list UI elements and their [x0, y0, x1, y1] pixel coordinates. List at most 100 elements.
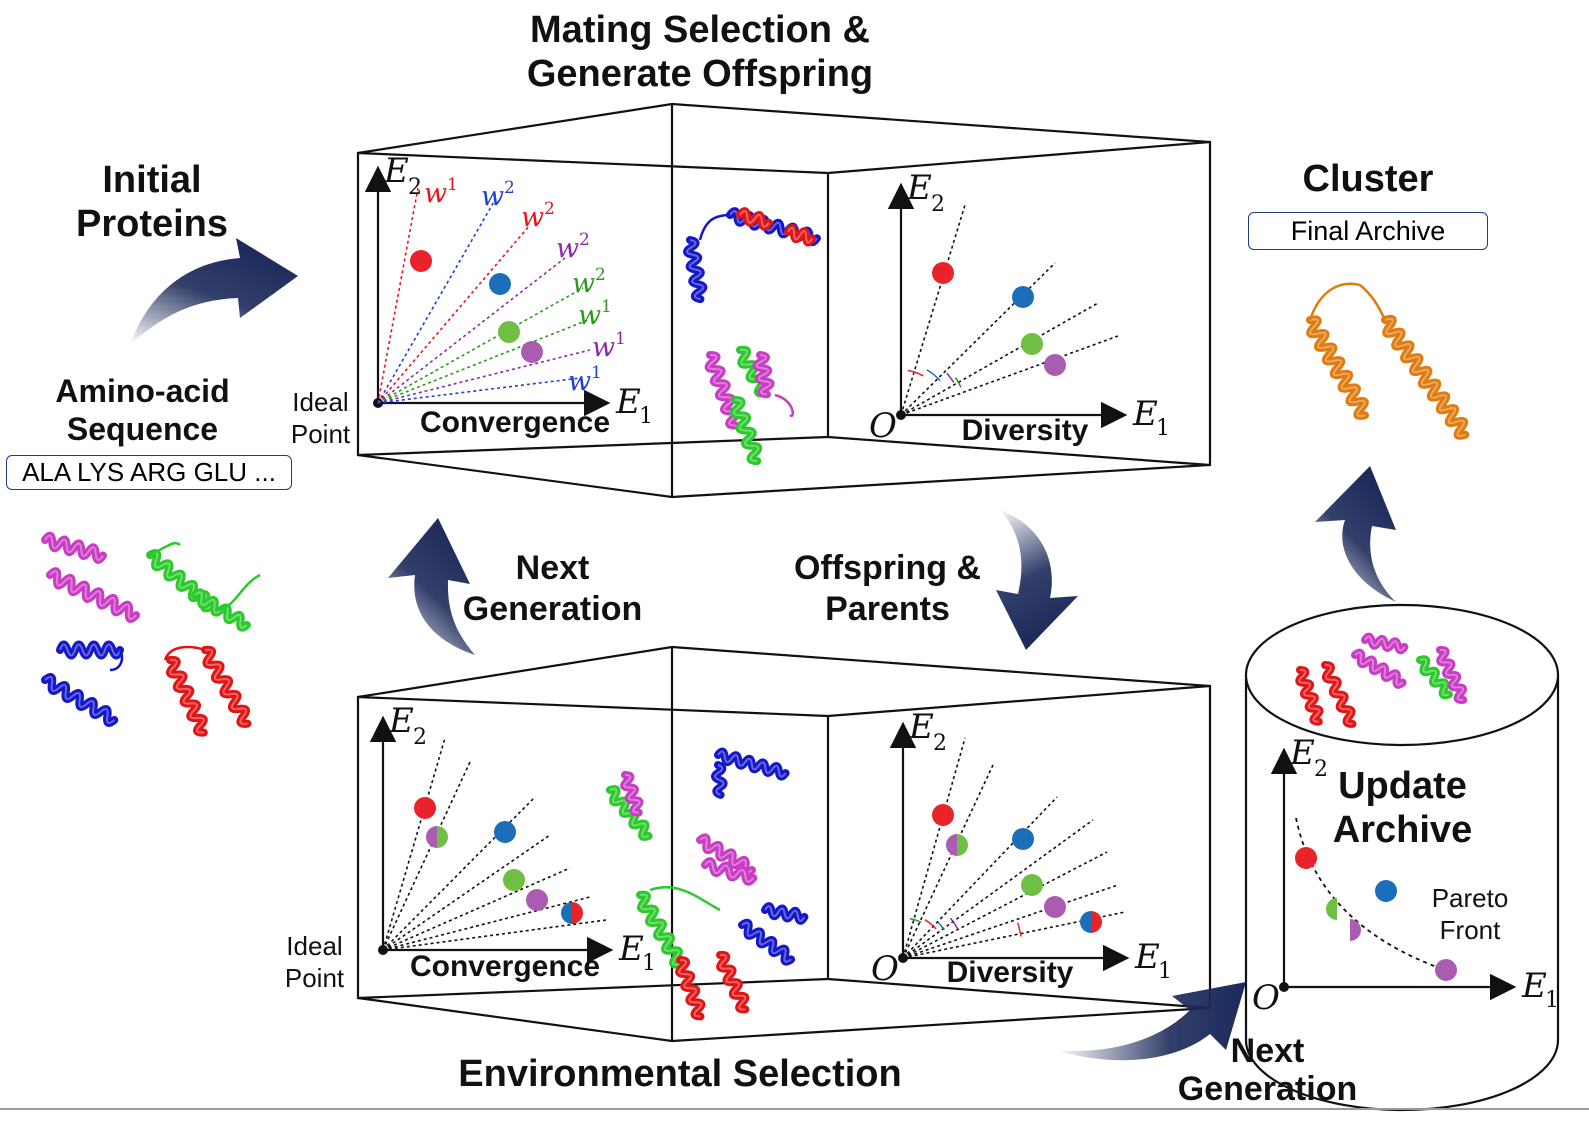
reference-line	[902, 884, 1119, 959]
x-axis-label: E	[618, 929, 644, 969]
arrow-offspring-down	[996, 510, 1078, 650]
solution-point	[932, 262, 954, 284]
helix-ribbon	[606, 785, 653, 841]
reference-line	[377, 377, 581, 404]
plot-bottom-convergence: E1E 2	[369, 701, 656, 976]
helix-highlight	[739, 210, 770, 228]
solution-point	[1435, 959, 1457, 981]
title-environmental-selection: Environmental Selection	[458, 1053, 902, 1095]
label-diversity-bottom: Diversity	[946, 956, 1074, 989]
title-mating-selection: Mating Selection & Generate Offspring	[526, 9, 874, 95]
helix-ribbon	[1351, 648, 1407, 689]
loop-segment	[774, 393, 794, 418]
helix-ribbon	[201, 645, 252, 728]
arrow-next-generation-up	[388, 518, 475, 655]
helix-path	[41, 673, 119, 727]
helix-highlight	[741, 921, 792, 963]
helix-highlight	[787, 226, 813, 244]
reference-line	[902, 764, 994, 959]
helix-ribbon	[636, 890, 684, 969]
solution-point	[414, 797, 436, 819]
helix-highlight	[1324, 663, 1353, 725]
helix-path	[736, 207, 773, 231]
angle-arc	[909, 917, 922, 924]
helix-path	[1306, 315, 1369, 420]
helix-highlight	[764, 905, 806, 922]
title-cluster: Cluster	[1302, 158, 1434, 200]
arrow-initial-to-mating	[130, 238, 298, 345]
helix-path	[761, 902, 809, 925]
helix-ribbon	[46, 567, 141, 623]
helix-path	[1416, 655, 1453, 700]
weight-vector-superscript: 2	[544, 199, 555, 219]
helix-highlight	[204, 648, 248, 725]
reference-line	[900, 302, 1099, 416]
y-axis-label: E	[906, 168, 932, 208]
helix-ribbon	[620, 771, 644, 817]
helix-path	[683, 236, 708, 304]
helix-ribbon	[165, 655, 208, 737]
x-axis-subscript: 1	[642, 951, 656, 976]
helix-highlight	[44, 534, 104, 561]
reference-line	[377, 187, 419, 404]
helix-path	[701, 857, 758, 886]
angle-arc	[926, 369, 941, 382]
solution-point-right-half	[1091, 911, 1102, 933]
reference-line	[377, 319, 589, 404]
helix-highlight	[639, 893, 681, 966]
solution-point	[489, 273, 511, 295]
helix-path	[738, 918, 796, 966]
angle-arc	[946, 372, 955, 383]
helix-highlight	[44, 676, 115, 724]
helix-ribbon	[1295, 666, 1324, 726]
x-axis-subscript: 1	[639, 404, 653, 429]
solution-point-left-half	[561, 902, 572, 924]
y-axis-subscript: 2	[1314, 757, 1328, 782]
y-axis-subscript: 2	[413, 725, 427, 750]
weight-vector-label: w	[578, 300, 601, 331]
helix-ribbon	[738, 918, 796, 966]
helix-highlight	[739, 348, 766, 395]
helix-path	[696, 833, 756, 877]
y-axis-subscript: 2	[931, 192, 945, 217]
angle-arc	[1016, 922, 1022, 937]
solution-point	[1012, 286, 1034, 308]
helix-ribbon	[784, 223, 817, 247]
archive-cylinder	[1244, 603, 1560, 1112]
pareto-point-half	[1326, 898, 1337, 920]
helix-highlight	[704, 860, 755, 883]
reference-line	[377, 349, 591, 404]
label-next-generation: Next Generation	[462, 549, 643, 628]
weight-vector-superscript: 2	[579, 230, 590, 250]
helix-highlight	[49, 570, 137, 620]
plot-archive-pareto: E1E 2O	[1252, 733, 1559, 1018]
loop-segment	[649, 886, 721, 912]
helix-highlight	[1419, 658, 1450, 697]
helix-highlight	[717, 750, 787, 778]
title-update-archive: Update Archive	[1332, 765, 1473, 851]
loop-segment	[109, 649, 124, 672]
helix-path	[716, 950, 750, 1014]
weight-vector-superscript: 2	[504, 178, 515, 198]
helix-ribbon	[752, 351, 775, 399]
y-axis-label: E	[388, 701, 414, 741]
label-offspring-parents: Offspring & Parents	[794, 549, 981, 628]
solution-point	[521, 341, 543, 363]
helix-ribbon	[1436, 645, 1468, 704]
x-axis-label: E	[1134, 937, 1160, 977]
reference-line	[377, 287, 584, 404]
weight-vector-label: w	[521, 202, 544, 233]
solution-point	[503, 869, 525, 891]
helix-path	[711, 761, 728, 799]
solution-point	[1295, 847, 1317, 869]
label-next-generation-bottom: Next Generation	[1177, 1032, 1358, 1108]
helix-ribbon	[761, 902, 809, 925]
helix-path	[201, 645, 252, 728]
x-axis-label: E	[1132, 394, 1158, 434]
top-box	[356, 102, 1212, 499]
weight-vector-superscript: 1	[447, 175, 458, 195]
loop-segment	[1308, 282, 1361, 321]
helix-highlight	[732, 399, 760, 463]
y-axis-subscript: 2	[933, 731, 947, 756]
helix-highlight	[1298, 669, 1321, 723]
